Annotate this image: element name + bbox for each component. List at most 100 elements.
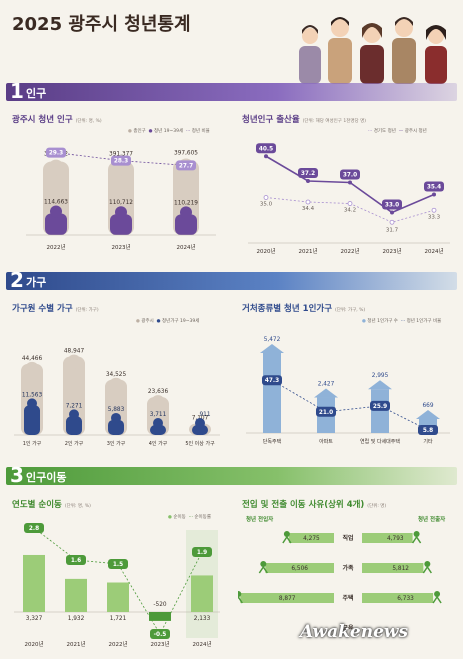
single-hh-title: 거처종류별 청년 1인가구 (단위: 가구, %) xyxy=(242,302,365,314)
hh-category-label: 2인 가구 xyxy=(65,440,84,447)
hh-youth-label: 11,563 xyxy=(22,392,43,398)
hh-size-title-text: 가구원 수별 가구 xyxy=(12,304,73,314)
year-label: 2022년 xyxy=(340,247,359,255)
net-migration-label: 1,932 xyxy=(68,616,85,622)
legend-net: 순이동 xyxy=(173,515,186,520)
single-hh-title-text: 거처종류별 청년 1인가구 xyxy=(242,304,333,314)
dwelling-label: 아파트 xyxy=(319,438,333,445)
single-ratio-label: 47.3 xyxy=(265,378,279,384)
gyeonggi-point xyxy=(263,195,269,200)
person-4 xyxy=(392,17,416,84)
fertility-title-text: 청년인구 출산율 xyxy=(242,115,300,125)
reason-label: 직업 xyxy=(342,534,353,542)
legend-rate: 순이동률 xyxy=(194,515,211,520)
net-migration-title: 연도별 순이동 (단위: 명, %) xyxy=(12,498,91,510)
year-label: 2022년 xyxy=(108,640,127,648)
person-1 xyxy=(299,25,321,84)
hh-youth-bar-head xyxy=(111,412,121,423)
hh-youth-bar xyxy=(150,425,166,435)
gwangju-label: 35.4 xyxy=(427,185,441,191)
rate-label-bg xyxy=(24,523,44,533)
rate-label-bg xyxy=(108,559,128,569)
ratio-label-bg xyxy=(176,160,196,171)
gwangju-label: 37.2 xyxy=(301,171,315,177)
move-in-bar xyxy=(265,563,334,573)
dwelling-label: 단독주택 xyxy=(263,438,282,445)
ratio-label: 29.3 xyxy=(49,151,63,157)
year-label: 2024년 xyxy=(192,640,211,648)
hh-total-label: 23,636 xyxy=(148,389,169,395)
net-migration-bar xyxy=(191,575,213,612)
year-label: 2020년 xyxy=(24,640,43,648)
hh-youth-label: 7,271 xyxy=(66,403,83,409)
youth-pop-title: 광주시 청년 인구 (단위: 명, %) xyxy=(12,113,102,125)
section-header-population: 1 인구 xyxy=(6,79,457,103)
single-ratio-label: 5.8 xyxy=(423,428,433,434)
hh-youth-bar xyxy=(108,419,124,435)
runner-icon-body xyxy=(258,565,268,574)
hh-youth-bar-head xyxy=(27,398,37,409)
single-count-label: 2,427 xyxy=(318,382,335,388)
single-ratio-label-bg xyxy=(418,425,438,436)
hh-category-label: 4인 가구 xyxy=(149,440,168,447)
move-reasons-unit: (단위: 명) xyxy=(367,504,387,509)
gwangju-point xyxy=(432,192,436,197)
net-migration-label: 3,327 xyxy=(26,616,43,622)
watermark-text: Awakenews xyxy=(300,622,409,642)
move-out-bar xyxy=(362,563,424,573)
hh-size-unit: (단위: 가구) xyxy=(75,308,99,313)
hh-size-title: 가구원 수별 가구 (단위: 가구) xyxy=(12,302,99,314)
youth-pop-chart: 391,462114,6632022년391,377110,7122023년39… xyxy=(26,147,216,251)
legend-youth: 청년 19~39세 xyxy=(154,129,184,134)
net-migration-label: 1,721 xyxy=(110,616,127,622)
runner-icon xyxy=(413,531,420,537)
net-migration-label: 2,133 xyxy=(194,616,211,622)
single-count-roof xyxy=(314,388,338,398)
move-out-bar xyxy=(362,533,413,543)
single-ratio-line xyxy=(271,379,429,431)
youth-pop-legend: ● 총인구 ● 청년 19~39세 ··· 청년 비율 xyxy=(128,129,210,134)
rate-label-bg xyxy=(150,629,170,639)
single-count-roof xyxy=(368,380,392,390)
rate-label: 1.9 xyxy=(197,550,207,556)
net-migration-bar xyxy=(65,578,87,612)
gwangju-label-bg xyxy=(256,143,276,154)
legend-youth-hh: 청년가구 19~39세 xyxy=(162,319,200,324)
gwangju-point xyxy=(390,210,394,215)
runner-icon-body xyxy=(422,565,432,574)
dwelling-label: 기타 xyxy=(423,438,433,445)
youth-pop-label: 110,219 xyxy=(174,200,198,206)
dwelling-label: 연립 및 다세대주택 xyxy=(360,438,400,445)
hh-total-label: 44,466 xyxy=(22,356,43,362)
legend-ratio: 청년 1인가구 비율 xyxy=(406,319,442,324)
runner-icon-body xyxy=(411,535,422,544)
move-out-label: 4,793 xyxy=(387,536,404,542)
hh-youth-bar xyxy=(66,416,82,435)
rate-label-bg xyxy=(192,547,212,557)
hh-total-label: 34,525 xyxy=(106,372,127,378)
hh-total-bar xyxy=(63,356,85,435)
legend-gyeonggi: 경기도 청년 xyxy=(373,129,396,134)
move-in-label: 6,506 xyxy=(291,566,308,572)
ratio-label: 27.7 xyxy=(179,163,193,169)
youth-pop-bar xyxy=(110,214,132,235)
hh-total-label: 48,947 xyxy=(64,349,85,355)
hh-youth-bar-head xyxy=(153,418,163,428)
rate-label: -0.5 xyxy=(154,632,167,638)
legend-count: 청년 1인가구 수 xyxy=(367,319,398,324)
gwangju-point xyxy=(348,180,352,185)
page-title: 2025 광주시 청년통계 xyxy=(12,14,191,35)
section-number: 1 xyxy=(10,79,24,103)
year-label: 2023년 xyxy=(150,640,169,648)
hh-youth-label: 5,883 xyxy=(108,407,125,413)
net-migration-chart: 3,327 2020년 1,932 2021년 1,721 2022년 -520 2023년 2… xyxy=(14,523,220,648)
runner-icon xyxy=(424,561,431,567)
runner-icon-body xyxy=(282,535,292,544)
hh-total-bar xyxy=(147,397,169,435)
section-number: 2 xyxy=(10,268,24,292)
gyeonggi-point xyxy=(347,201,353,206)
hh-category-label: 5인 이상 가구 xyxy=(185,440,215,447)
net-migration-bar xyxy=(23,554,45,612)
year-label: 2024년 xyxy=(176,243,195,251)
total-pop-label: 397,605 xyxy=(174,150,198,156)
